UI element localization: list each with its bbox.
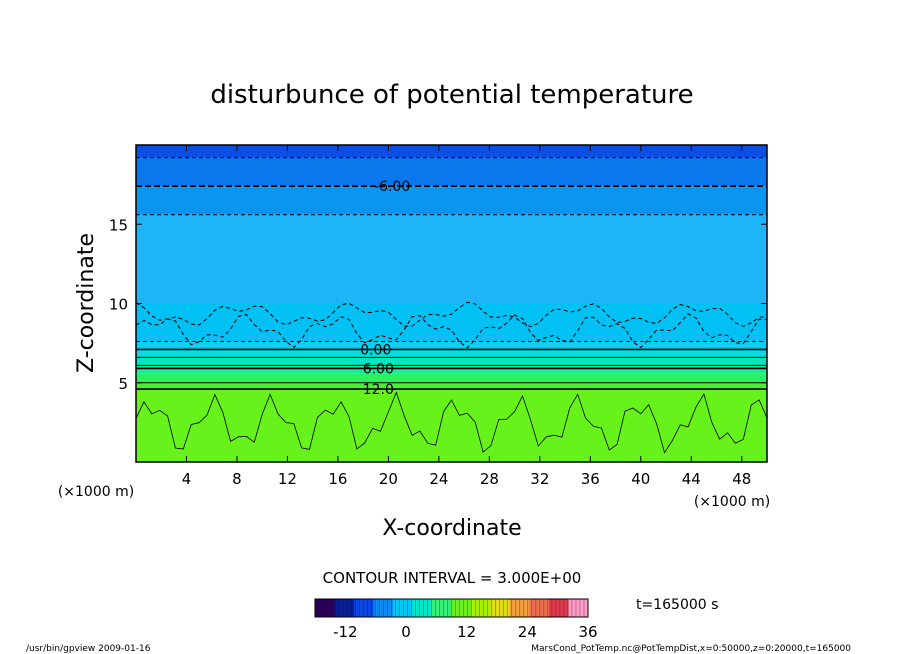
contour-interval-text: CONTOUR INTERVAL = 3.000E+00: [323, 569, 582, 587]
colorbar-cell-13: [568, 599, 589, 617]
footer-left: /usr/bin/gpview 2009-01-16: [26, 644, 151, 654]
y-axis-ticks: 5 10 15: [109, 216, 767, 393]
colorbar-cell-4: [393, 599, 413, 617]
colorbar-cell-7: [451, 599, 472, 617]
y-tick-label-0: 5: [118, 375, 128, 393]
contour-label-0: -6.00: [374, 179, 410, 195]
colorbar-tick-label-2: 12: [457, 623, 476, 641]
colorbar-cell-11: [529, 599, 550, 617]
x-tick-label-9: 40: [631, 470, 650, 488]
x-axis-label: X-coordinate: [382, 516, 521, 541]
contour-lines: [136, 157, 767, 390]
x-tick-label-11: 48: [732, 470, 751, 488]
y-tick-label-2: 15: [109, 216, 128, 234]
contour-labels: -6.00 0.00 6.00 12.0: [360, 179, 410, 398]
time-text: t=165000 s: [636, 597, 718, 613]
value-band-7: [136, 303, 767, 342]
y-tick-label-1: 10: [109, 296, 128, 314]
colorbar-cell-12: [549, 599, 569, 617]
value-band-4: [136, 357, 767, 366]
colorbar: -12 0 12 24 36: [314, 598, 598, 641]
colorbar-tick-label-3: 24: [518, 623, 537, 641]
colorbar-cell-9: [490, 599, 511, 617]
x-tick-label-10: 44: [682, 470, 701, 488]
value-bands: [136, 145, 767, 462]
x-axis-ticks: 4 8 12 16 20 24 28 32 36 40 44 48: [182, 145, 751, 488]
value-band-6: [136, 341, 767, 352]
x-unit-left: (×1000 m): [58, 484, 134, 500]
colorbar-frame: [314, 598, 589, 618]
colorbar-cell-2: [354, 599, 374, 617]
x-tick-label-7: 32: [530, 470, 549, 488]
y-axis-label: Z-coordinate: [74, 233, 99, 373]
turbulent-contour-upper: [135, 301, 768, 328]
chart-title: disturbunce of potential temperature: [210, 80, 693, 110]
value-band-2: [136, 373, 767, 383]
lower-contour: [135, 391, 768, 454]
plot-area: -6.00 0.00 6.00 12.0: [135, 144, 768, 463]
value-band-10: [136, 157, 767, 187]
colorbar-cell-8: [471, 599, 491, 617]
colorbar-cell-5: [412, 599, 433, 617]
field-details: [135, 301, 768, 454]
value-band-1: [136, 382, 767, 390]
turbulent-contour: [135, 313, 768, 349]
footer-right: MarsCond_PotTemp.nc@PotTempDist,x=0:5000…: [531, 644, 851, 654]
colorbar-cell-1: [334, 599, 355, 617]
contour-label-2: 6.00: [363, 361, 394, 377]
colorbar-cell-6: [432, 599, 452, 617]
value-band-8: [136, 214, 767, 304]
x-tick-label-1: 8: [232, 470, 242, 488]
value-band-5: [136, 351, 767, 358]
x-tick-label-2: 12: [278, 470, 297, 488]
colorbar-cell-3: [373, 599, 394, 617]
value-band-11: [136, 145, 767, 158]
colorbar-tick-label-1: 0: [401, 623, 411, 641]
colorbar-cell-10: [510, 599, 530, 617]
x-tick-label-3: 16: [328, 470, 347, 488]
colorbar-cell-0: [315, 599, 335, 617]
contour-label-1: 0.00: [360, 342, 391, 358]
colorbar-tick-label-4: 36: [578, 623, 597, 641]
x-tick-label-8: 36: [581, 470, 600, 488]
colorbar-stripes: [314, 599, 589, 617]
x-unit-right: (×1000 m): [694, 494, 770, 510]
colorbar-tick-label-0: -12: [333, 623, 358, 641]
contour-label-3: 12.0: [363, 382, 394, 398]
x-tick-label-0: 4: [182, 470, 192, 488]
x-tick-label-4: 20: [379, 470, 398, 488]
value-band-9: [136, 186, 767, 215]
x-tick-label-5: 24: [429, 470, 448, 488]
colorbar-ticks: -12 0 12 24 36: [333, 623, 597, 641]
value-band-0: [136, 389, 767, 462]
x-tick-label-6: 28: [480, 470, 499, 488]
colorbar-cells: [315, 599, 589, 617]
